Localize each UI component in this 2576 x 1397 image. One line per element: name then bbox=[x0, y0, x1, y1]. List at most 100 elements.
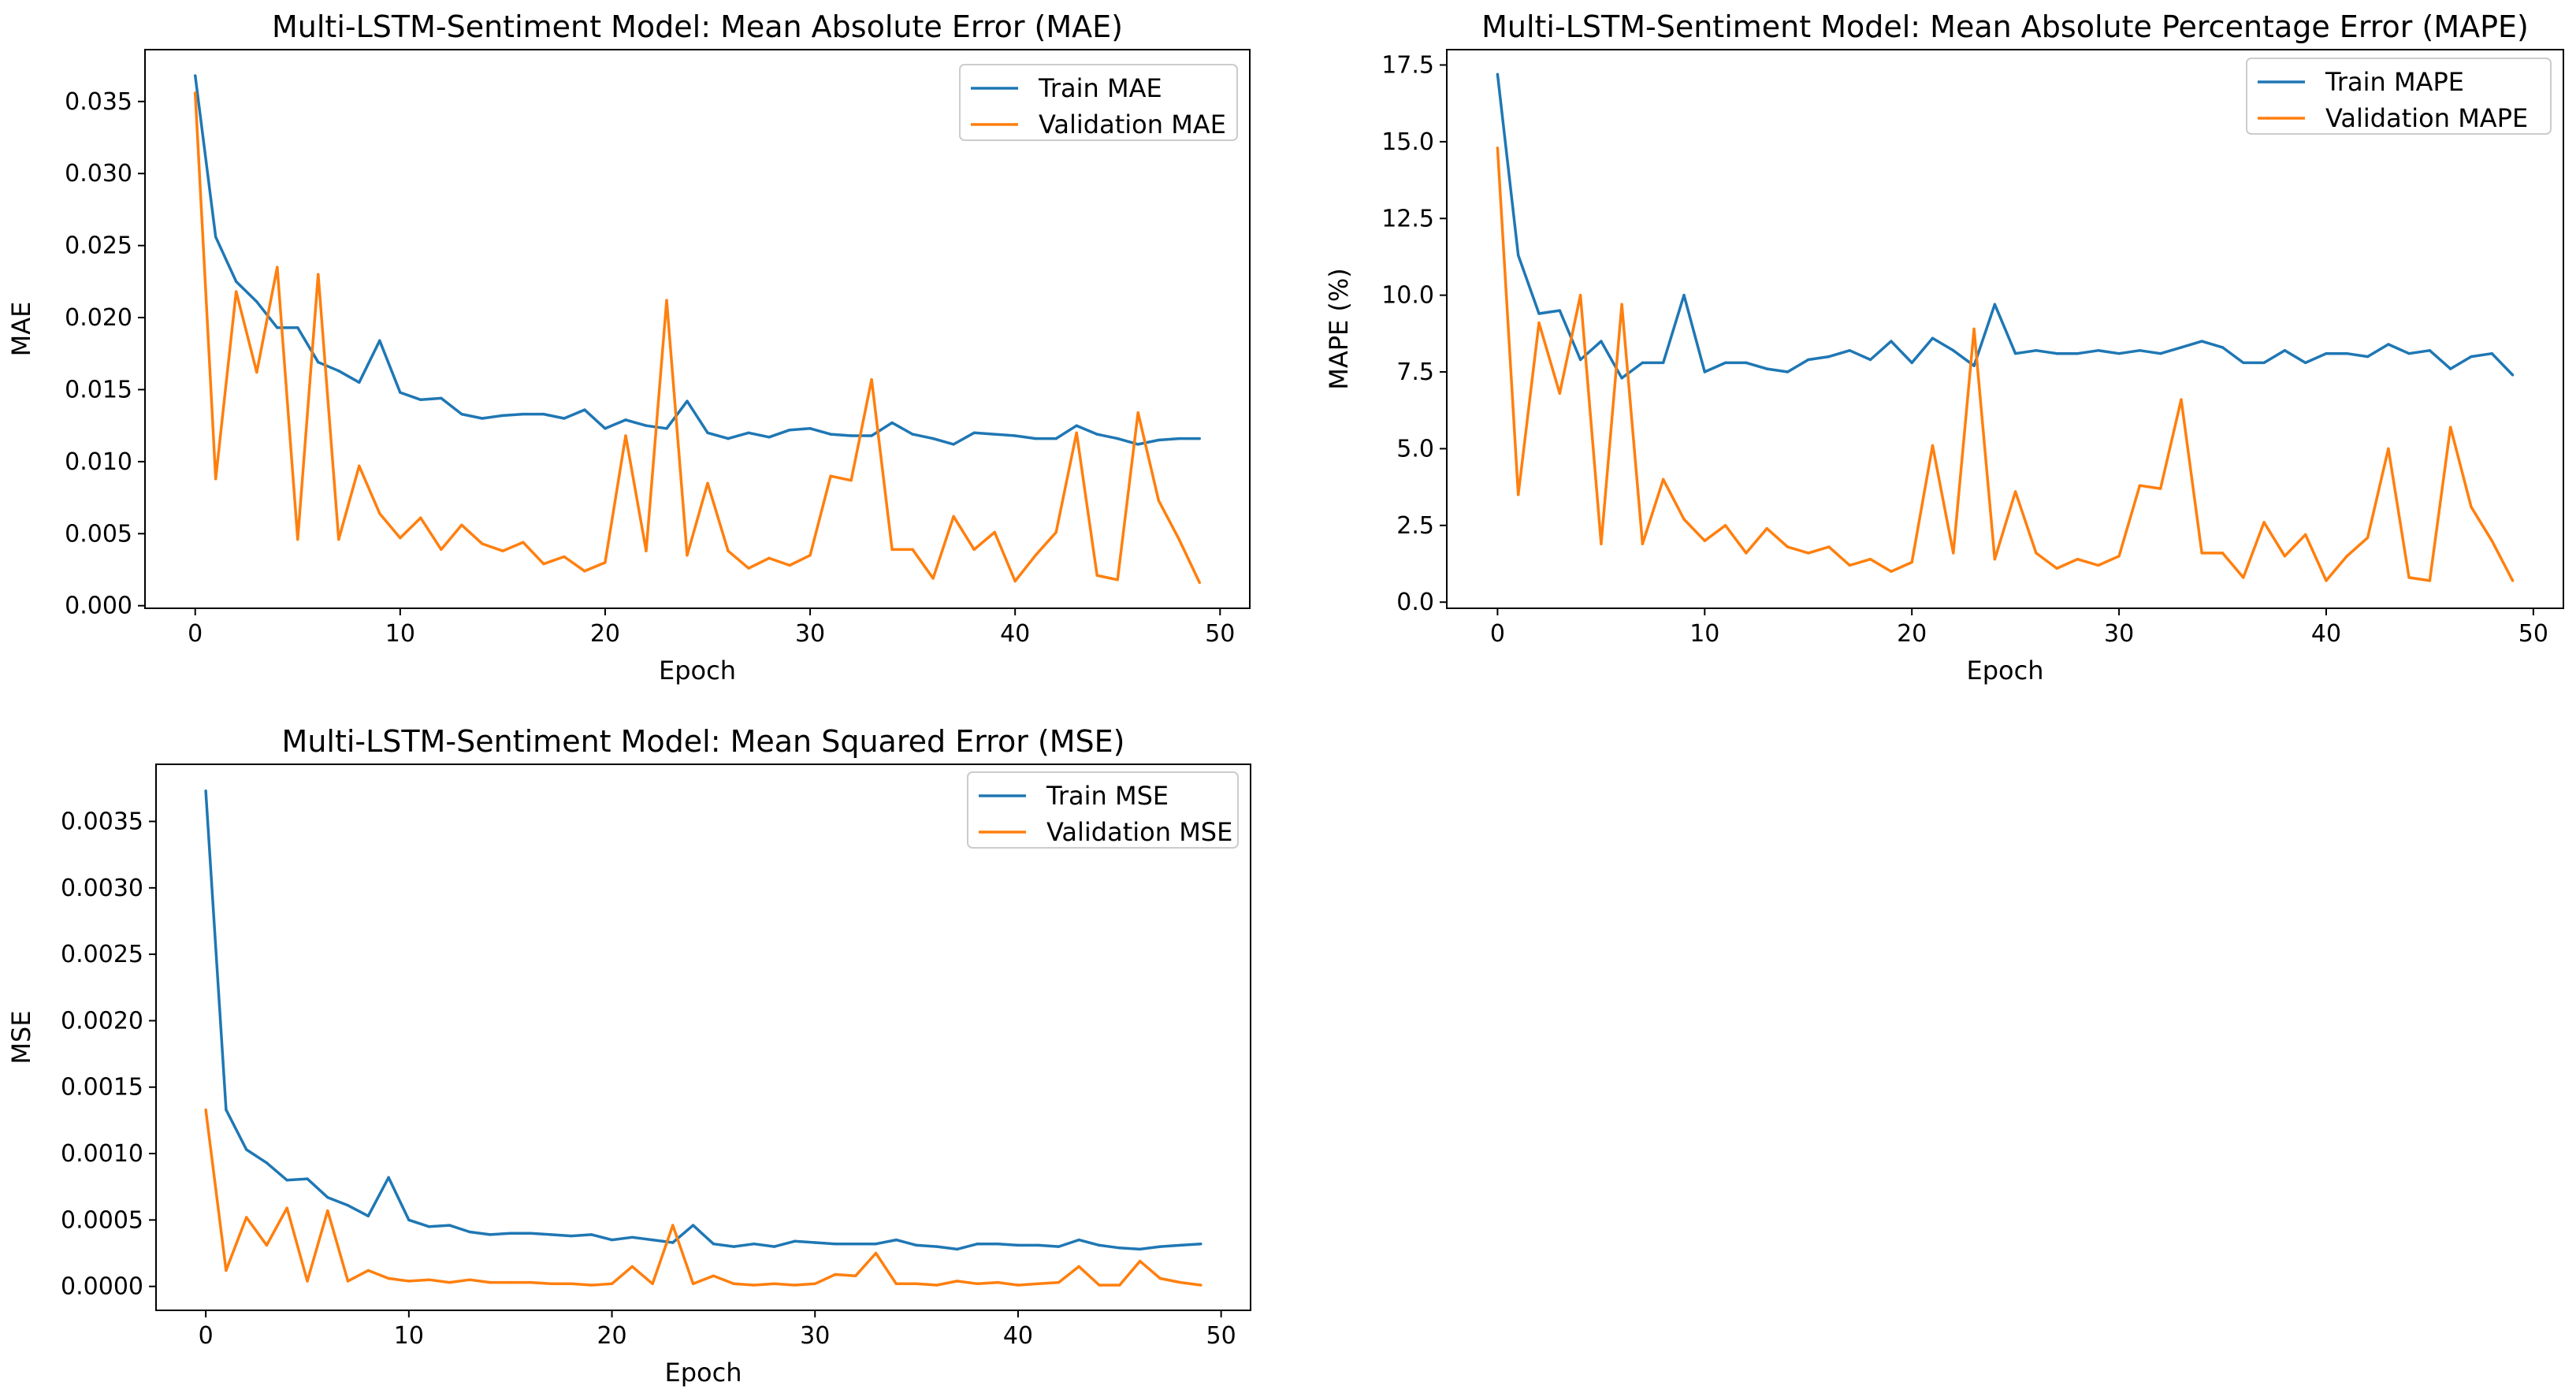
mape-data-point bbox=[1931, 444, 1935, 448]
mae-data-point bbox=[911, 548, 914, 552]
mae-data-point bbox=[911, 433, 914, 436]
mape-data-point bbox=[2035, 552, 2038, 555]
mape-chart-title: Multi-LSTM-Sentiment Model: Mean Absolut… bbox=[1481, 9, 2529, 44]
mse-data-point bbox=[976, 1242, 979, 1246]
mse-data-point bbox=[996, 1242, 999, 1246]
mae-y-axis-label: MAE bbox=[6, 302, 36, 357]
mape-data-point bbox=[2387, 447, 2390, 451]
mae-data-point bbox=[768, 436, 771, 439]
mae-data-point bbox=[952, 443, 955, 446]
mape-data-point bbox=[1827, 355, 1831, 359]
mape-x-tick-label: 50 bbox=[2518, 620, 2548, 648]
mse-data-point bbox=[793, 1284, 797, 1287]
mae-data-point bbox=[747, 567, 750, 570]
mse-data-point bbox=[529, 1280, 533, 1284]
mae-data-point bbox=[727, 437, 730, 440]
mse-y-tick-label: 0.0020 bbox=[61, 1007, 143, 1035]
mae-data-point bbox=[563, 417, 566, 420]
mae-data-point bbox=[563, 555, 566, 559]
mse-legend-box bbox=[967, 771, 1239, 849]
mape-data-point bbox=[1682, 293, 1686, 297]
mae-data-point bbox=[727, 549, 730, 552]
mse-x-tick-label: 10 bbox=[394, 1322, 424, 1350]
mape-data-point bbox=[1578, 293, 1582, 297]
mse-series-validation bbox=[204, 1108, 1203, 1287]
mape-data-point bbox=[1910, 361, 1913, 365]
mae-data-point bbox=[808, 554, 812, 557]
mae-y-tick-label: 0.005 bbox=[65, 520, 132, 548]
mae-data-point bbox=[214, 235, 217, 239]
mape-data-point bbox=[2158, 351, 2162, 355]
mape-data-point bbox=[1682, 518, 1686, 521]
mape-data-point bbox=[2117, 351, 2121, 355]
mae-data-point bbox=[665, 427, 668, 430]
mae-legend-box bbox=[959, 64, 1238, 141]
mae-data-point bbox=[1177, 537, 1180, 541]
mape-data-point bbox=[2221, 552, 2225, 555]
mae-x-axis-label: Epoch bbox=[659, 656, 736, 685]
mae-data-point bbox=[194, 74, 197, 77]
mape-data-point bbox=[2345, 555, 2348, 558]
mse-data-point bbox=[285, 1179, 288, 1182]
mse-data-point bbox=[265, 1161, 269, 1165]
mse-data-point bbox=[772, 1282, 776, 1285]
mae-data-point bbox=[419, 398, 422, 401]
mape-data-point bbox=[2055, 351, 2058, 355]
mae-data-point bbox=[1116, 437, 1119, 440]
mape-data-point bbox=[2345, 351, 2348, 355]
mape-data-point bbox=[2097, 563, 2100, 567]
mape-data-point bbox=[2407, 576, 2411, 579]
mae-data-point bbox=[706, 431, 709, 435]
mse-chart: Multi-LSTM-Sentiment Model: Mean Squared… bbox=[6, 724, 1251, 1388]
mae-data-point bbox=[972, 431, 976, 435]
mae-data-point bbox=[337, 370, 340, 373]
mse-y-tick-label: 0.0000 bbox=[61, 1273, 143, 1301]
mape-data-point bbox=[2428, 579, 2432, 582]
mape-y-tick-label: 10.0 bbox=[1381, 282, 1434, 310]
mape-data-point bbox=[2262, 361, 2266, 365]
mse-data-point bbox=[712, 1274, 716, 1277]
mape-data-point bbox=[2283, 555, 2287, 558]
mae-data-point bbox=[542, 562, 545, 566]
mae-y-tick-label: 0.035 bbox=[65, 88, 132, 116]
mae-series-train bbox=[193, 74, 1201, 446]
mape-data-point bbox=[1745, 552, 1748, 555]
mae-data-point bbox=[378, 512, 381, 515]
mse-data-point bbox=[1077, 1238, 1080, 1242]
mse-data-point bbox=[955, 1247, 959, 1251]
mae-data-point bbox=[296, 537, 299, 541]
mse-data-point bbox=[630, 1265, 634, 1269]
mse-data-point bbox=[691, 1282, 695, 1285]
mae-data-point bbox=[481, 417, 484, 420]
mae-data-point bbox=[1075, 424, 1078, 427]
mse-data-point bbox=[244, 1148, 248, 1151]
mse-data-point bbox=[610, 1238, 614, 1242]
mse-data-point bbox=[366, 1214, 370, 1217]
mape-data-point bbox=[1558, 392, 1561, 396]
mape-data-point bbox=[1890, 340, 1893, 343]
mse-data-point bbox=[813, 1241, 816, 1244]
mape-data-point bbox=[1496, 146, 1500, 150]
mae-x-tick-label: 30 bbox=[795, 620, 825, 648]
mae-data-point bbox=[870, 434, 873, 437]
mse-data-point bbox=[854, 1242, 857, 1246]
mape-data-point bbox=[2117, 555, 2121, 558]
mae-data-point bbox=[358, 381, 361, 385]
mae-data-point bbox=[1013, 434, 1017, 437]
mape-data-point bbox=[2303, 533, 2307, 537]
mse-data-point bbox=[590, 1233, 593, 1236]
mape-series-line bbox=[1496, 147, 2515, 582]
mae-data-point bbox=[296, 326, 299, 329]
mse-data-point bbox=[712, 1242, 716, 1246]
mae-data-point bbox=[686, 554, 689, 557]
mape-data-point bbox=[1620, 303, 1623, 307]
mse-data-point bbox=[570, 1234, 573, 1238]
mse-data-point bbox=[285, 1206, 288, 1209]
mae-y-tick-label: 0.030 bbox=[65, 160, 132, 188]
mse-data-point bbox=[854, 1274, 857, 1277]
mse-data-point bbox=[448, 1280, 452, 1284]
mape-data-point bbox=[1600, 340, 1603, 343]
mape-data-point bbox=[1662, 477, 1665, 481]
mape-data-point bbox=[1910, 560, 1913, 564]
mae-data-point bbox=[440, 548, 443, 552]
